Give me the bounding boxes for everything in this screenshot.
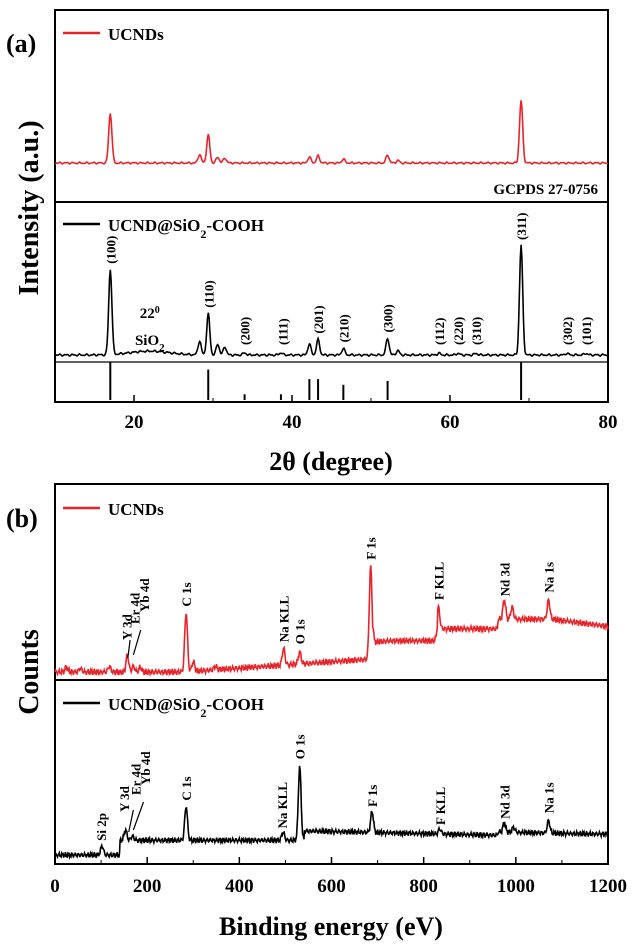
panel-a-traces	[54, 100, 609, 358]
panel-a-peak-labels: (100) (110) (200) (111) (201) (210) (300) (112)…	[103, 213, 594, 345]
peak-label: (111)	[276, 318, 291, 345]
series-line-ucnds-xps	[54, 565, 609, 678]
xps-peak-label: O 1s	[293, 734, 308, 759]
panel-a-x-ticks: 20 40 60 80	[54, 395, 618, 433]
panel-b-label: (b)	[6, 504, 38, 533]
panel-a-y-axis-title: Intensity (a.u.)	[14, 120, 45, 295]
xps-peak-label: C 1s	[179, 776, 194, 800]
peak-label: (201)	[311, 305, 326, 333]
xps-peak-label: Na 1s	[542, 782, 557, 813]
x-tick-label: 800	[409, 876, 438, 897]
peak-label: (210)	[336, 314, 351, 342]
xps-peak-label: Si 2p	[94, 813, 109, 841]
xps-peak-label: Y 3d	[119, 613, 134, 640]
panel-b-x-axis-title: Binding energy (eV)	[219, 912, 443, 941]
series-line-ucnd-sio2-cooh	[54, 244, 609, 358]
annotation-arrow	[132, 629, 142, 656]
xps-peak-label: F KLL	[433, 787, 448, 825]
xps-peak-label: Er 4d	[128, 592, 143, 624]
legend-label-ucnd-sio2-a: UCND@SiO2-COOH	[108, 216, 264, 241]
x-tick-label: 60	[441, 412, 460, 433]
annotation-arrow	[128, 809, 134, 833]
panel-a-xrd: (a) 20 40 60 80 2θ (degree) Intensity (a.u.…	[6, 9, 618, 476]
sio2-hump-annotation-phase: SiO2	[135, 333, 165, 354]
peak-label: (101)	[579, 317, 594, 345]
peak-label: (112)	[432, 318, 447, 345]
peak-label: (300)	[381, 304, 396, 332]
xps-peak-label: Nd 3d	[497, 785, 512, 819]
xps-peak-label: Nd 3d	[497, 562, 512, 596]
peak-label: (302)	[560, 317, 575, 345]
annotation-arrow	[127, 639, 131, 659]
xps-peak-label: F 1s	[365, 785, 380, 807]
panel-a-label: (a)	[6, 29, 36, 58]
xps-peak-label: Yb 4d	[138, 751, 153, 785]
peak-label: (200)	[238, 317, 253, 345]
legend-label-ucnds-a: UCNDs	[108, 25, 164, 44]
x-tick-label: 400	[225, 876, 254, 897]
panel-a-x-axis-title: 2θ (degree)	[269, 447, 393, 476]
x-tick-label: 600	[317, 876, 346, 897]
series-line-ucnd-sio2-cooh-xps	[54, 765, 609, 861]
xps-peak-label: Y 3d	[117, 785, 132, 812]
legend-label-ucnds-b: UCNDs	[108, 500, 164, 519]
x-tick-label: 20	[125, 412, 144, 433]
xps-peak-label: F KLL	[431, 562, 446, 600]
peak-label: (110)	[201, 280, 216, 307]
reference-card-label: GCPDS 27-0756	[493, 182, 598, 198]
xps-peak-label: Na 1s	[542, 562, 557, 593]
panel-b-xps: (b) 0 200 400 600 800 1000 1200 Binding energy…	[6, 483, 627, 941]
x-tick-label: 80	[599, 412, 618, 433]
series-line-ucnds	[54, 100, 609, 165]
x-tick-label: 1200	[589, 876, 627, 897]
x-tick-label: 0	[50, 876, 60, 897]
xps-peak-label: Yb 4d	[137, 578, 152, 612]
peak-label: (220)	[451, 317, 466, 345]
xps-peak-label: Na KLL	[275, 782, 290, 829]
xps-peak-label: C 1s	[179, 582, 194, 606]
peak-label: (311)	[514, 213, 529, 240]
x-tick-label: 40	[283, 412, 302, 433]
xps-peak-label: F 1s	[364, 537, 379, 559]
x-tick-label: 200	[133, 876, 162, 897]
reference-pattern	[109, 362, 523, 400]
panel-b-y-axis-title: Counts	[14, 629, 45, 715]
peak-label: (310)	[469, 317, 484, 345]
panel-b-traces	[54, 565, 609, 861]
annotation-arrow	[132, 801, 145, 831]
legend-label-ucnd-sio2-b: UCND@SiO2-COOH	[108, 695, 264, 720]
peak-label: (100)	[103, 236, 118, 264]
xps-peak-label: Na KLL	[277, 595, 292, 642]
xps-peak-label: Er 4d	[129, 763, 144, 795]
panel-a-lower-frame	[54, 201, 609, 403]
sio2-hump-annotation-angle: 220	[140, 305, 160, 323]
x-tick-label: 1000	[497, 876, 535, 897]
xps-peak-label: O 1s	[293, 619, 308, 644]
panel-b-x-ticks: 0 200 400 600 800 1000 1200	[50, 857, 627, 897]
